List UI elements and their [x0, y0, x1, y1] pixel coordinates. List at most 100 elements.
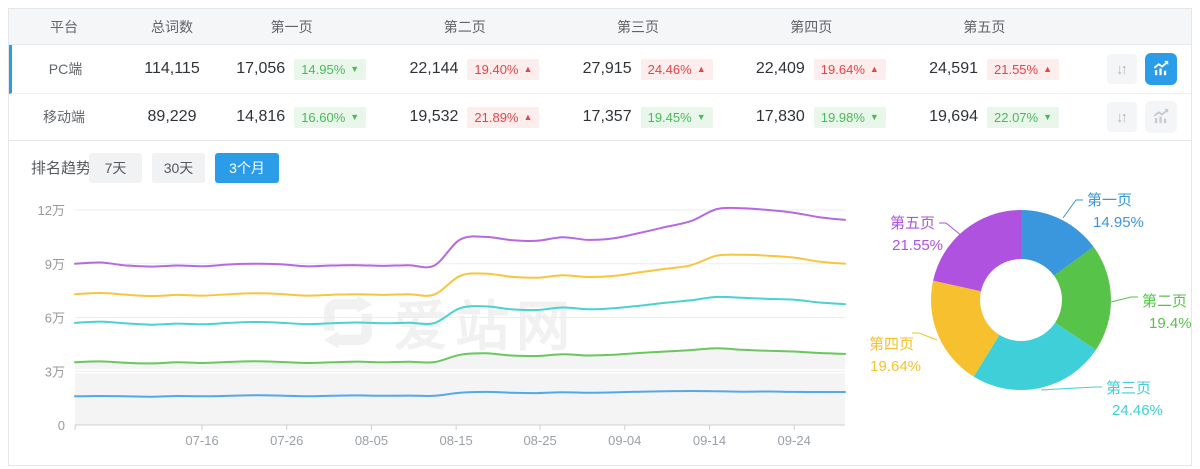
table-row-mobile[interactable]: 移动端 89,229 14,816 16.60% ▼ 19,532 21.89% ▲… — [9, 94, 1191, 141]
svg-text:24.46%: 24.46% — [1112, 402, 1163, 419]
svg-text:07-26: 07-26 — [270, 433, 303, 448]
page-count: 17,357 — [582, 108, 632, 125]
page-count: 19,694 — [929, 108, 978, 125]
trend-arrow-icon: ▼ — [350, 63, 360, 74]
trend-arrow-icon: ▲ — [1043, 63, 1053, 74]
show-chart-button[interactable] — [1145, 53, 1178, 85]
sort-button[interactable]: ↓↑ — [1107, 102, 1138, 132]
change-percent: 14.95% — [301, 61, 346, 77]
page-count: 14,816 — [236, 108, 286, 125]
change-percent: 22.07% — [994, 109, 1039, 125]
change-percent: 19.40% — [474, 61, 519, 77]
svg-text:09-14: 09-14 — [693, 433, 726, 448]
svg-text:9万: 9万 — [45, 257, 65, 272]
svg-text:08-15: 08-15 — [440, 433, 473, 448]
change-percent: 21.55% — [994, 61, 1039, 77]
change-badge: 19.45% ▼ — [640, 106, 713, 128]
page-count: 17,056 — [236, 60, 286, 77]
page5-cell: 24,591 21.55% ▲ — [918, 58, 1091, 80]
trend-arrow-icon: ▲ — [869, 63, 879, 74]
table-row-pc[interactable]: PC端 114,115 17,056 14.95% ▼ 22,144 19.40%… — [9, 45, 1191, 94]
col-total-words: 总词数 — [151, 18, 193, 35]
svg-text:3万: 3万 — [45, 364, 65, 379]
page1-cell: 17,056 14.95% ▼ — [225, 58, 398, 80]
change-badge: 19.64% ▲ — [813, 58, 886, 80]
page-count: 19,532 — [409, 108, 459, 125]
page2-cell: 19,532 21.89% ▲ — [398, 106, 571, 128]
change-badge: 21.55% ▲ — [987, 58, 1060, 80]
svg-text:08-05: 08-05 — [355, 433, 388, 448]
sort-icon: ↓↑ — [1116, 108, 1128, 126]
svg-text:21.55%: 21.55% — [892, 237, 943, 254]
page-count: 22,409 — [755, 60, 805, 77]
sort-button[interactable]: ↓↑ — [1107, 54, 1138, 84]
page1-cell: 14,816 16.60% ▼ — [225, 106, 398, 128]
trend-arrow-icon: ▼ — [350, 111, 360, 122]
page-count: 24,591 — [929, 60, 978, 77]
svg-text:第一页: 第一页 — [1087, 191, 1132, 209]
svg-text:第五页: 第五页 — [890, 214, 935, 232]
svg-text:08-25: 08-25 — [523, 433, 556, 448]
ranking-panel: 平台 总词数 第一页 第二页 第三页 第四页 第五页 PC端 114,115 1… — [8, 8, 1192, 466]
sort-icon: ↓↑ — [1116, 60, 1128, 78]
svg-text:19.64%: 19.64% — [870, 358, 921, 375]
trend-arrow-icon: ▼ — [696, 111, 706, 122]
range-30d-button[interactable]: 30天 — [152, 153, 205, 183]
show-chart-button[interactable] — [1145, 101, 1178, 133]
line-chart-icon — [1153, 108, 1169, 124]
page3-cell: 17,357 19.45% ▼ — [571, 106, 744, 128]
change-badge: 24.46% ▲ — [640, 58, 713, 80]
page4-cell: 17,830 19.98% ▼ — [745, 106, 918, 128]
change-badge: 21.89% ▲ — [467, 106, 540, 128]
col-page2: 第二页 — [443, 18, 486, 35]
svg-text:第四页: 第四页 — [869, 335, 914, 353]
trend-arrow-icon: ▲ — [696, 63, 706, 74]
trend-arrow-icon: ▲ — [523, 111, 533, 122]
page2-cell: 22,144 19.40% ▲ — [398, 58, 571, 80]
table-header: 平台 总词数 第一页 第二页 第三页 第四页 第五页 — [9, 9, 1191, 45]
change-percent: 19.98% — [820, 109, 865, 125]
trend-arrow-icon: ▼ — [869, 111, 879, 122]
change-percent: 19.64% — [820, 61, 865, 77]
col-page4: 第四页 — [790, 18, 833, 35]
trend-line-chart[interactable]: 0 3万 6万 9万 12万 07-16 07-26 08-05 08-15 08-25 09-04… — [11, 192, 871, 468]
change-badge: 19.40% ▲ — [467, 58, 540, 80]
svg-text:0: 0 — [58, 418, 65, 433]
svg-text:6万: 6万 — [45, 311, 65, 326]
change-percent: 21.89% — [474, 109, 519, 125]
change-badge: 19.98% ▼ — [813, 106, 886, 128]
aizhan-logo-icon — [323, 295, 373, 348]
change-percent: 19.45% — [647, 109, 692, 125]
change-percent: 24.46% — [647, 61, 692, 77]
col-page1: 第一页 — [270, 18, 313, 35]
total-words: 89,229 — [147, 108, 197, 125]
col-platform: 平台 — [50, 18, 78, 35]
change-badge: 22.07% ▼ — [987, 106, 1060, 128]
platform-label: 移动端 — [43, 109, 85, 125]
col-page5: 第五页 — [963, 18, 1006, 35]
change-badge: 14.95% ▼ — [294, 58, 367, 80]
range-7d-button[interactable]: 7天 — [89, 153, 142, 183]
svg-text:09-04: 09-04 — [608, 433, 641, 448]
change-percent: 16.60% — [301, 109, 346, 125]
svg-text:第二页: 第二页 — [1142, 292, 1187, 310]
page-count: 22,144 — [409, 60, 459, 77]
page3-cell: 27,915 24.46% ▲ — [571, 58, 744, 80]
page-count: 27,915 — [582, 60, 632, 77]
page5-cell: 19,694 22.07% ▼ — [918, 106, 1091, 128]
trend-arrow-icon: ▼ — [1043, 111, 1053, 122]
platform-label: PC端 — [48, 61, 83, 77]
svg-text:07-16: 07-16 — [185, 433, 218, 448]
page-count: 17,830 — [755, 108, 805, 125]
trend-arrow-icon: ▲ — [523, 63, 533, 74]
svg-text:14.95%: 14.95% — [1093, 214, 1144, 231]
range-3m-button[interactable]: 3个月 — [215, 153, 279, 183]
trend-title: 排名趋势 — [31, 160, 92, 177]
page-distribution-donut-chart[interactable]: 第一页 14.95% 第二页 19.4% 第三页 24.46% 第四页 19.64% 第五页 21… — [831, 176, 1191, 458]
col-page3: 第三页 — [617, 18, 659, 35]
svg-text:09-24: 09-24 — [778, 433, 811, 448]
total-words: 114,115 — [144, 60, 200, 77]
page4-cell: 22,409 19.64% ▲ — [745, 58, 918, 80]
line-chart-icon — [1153, 60, 1169, 76]
watermark: 爱站网 — [318, 282, 577, 361]
